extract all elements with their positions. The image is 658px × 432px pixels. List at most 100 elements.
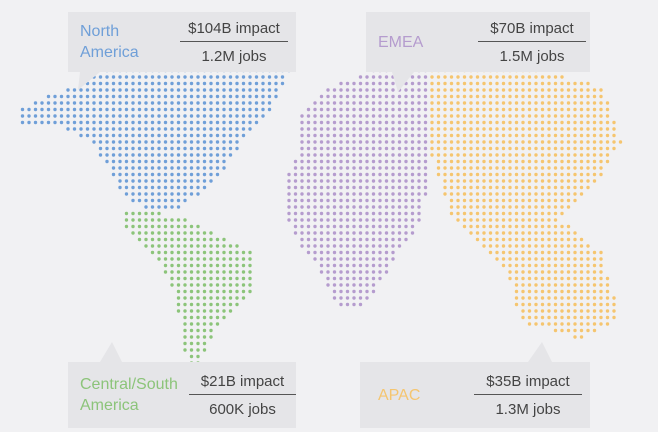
map-dot (300, 244, 304, 248)
map-dot (183, 322, 187, 326)
map-dot (475, 101, 480, 105)
map-dot (404, 231, 408, 235)
map-dot (202, 348, 207, 352)
map-dot (391, 198, 395, 203)
map-dot (475, 179, 480, 183)
map-dot (514, 211, 519, 216)
map-dot (131, 81, 135, 86)
map-dot (397, 237, 402, 242)
map-dot (144, 192, 148, 196)
map-dot (293, 224, 298, 229)
map-dot (300, 231, 304, 235)
map-dot (612, 146, 616, 151)
map-dot (521, 257, 525, 261)
map-dot (235, 146, 239, 151)
map-dot (40, 120, 44, 125)
map-dot (378, 218, 382, 222)
map-dot (306, 211, 311, 216)
map-dot (176, 302, 181, 307)
map-dot (326, 270, 330, 274)
map-dot (488, 120, 493, 125)
map-dot (430, 114, 434, 118)
map-dot (586, 296, 590, 300)
map-dot (326, 211, 330, 216)
map-dot (378, 205, 382, 209)
map-dot (124, 81, 129, 86)
map-dot (144, 94, 148, 99)
map-dot (540, 263, 545, 268)
map-dot (586, 315, 590, 320)
map-dot (462, 75, 467, 79)
map-dot (345, 127, 350, 131)
map-dot (391, 211, 395, 216)
map-dot (352, 263, 356, 268)
map-dot (66, 127, 70, 131)
map-dot (157, 250, 161, 255)
map-dot (183, 159, 187, 164)
map-dot (371, 127, 376, 131)
map-dot (560, 75, 564, 79)
map-dot (144, 101, 148, 105)
map-dot (196, 270, 200, 274)
map-dot (527, 250, 532, 255)
map-dot (332, 231, 337, 235)
map-dot (534, 218, 538, 222)
map-dot (131, 120, 135, 125)
map-dot (404, 153, 408, 157)
map-dot (534, 166, 538, 170)
map-dot (137, 127, 142, 131)
map-dot (300, 114, 304, 118)
map-dot (131, 127, 135, 131)
map-dot (560, 270, 564, 274)
map-dot (508, 276, 512, 281)
map-dot (599, 101, 603, 105)
map-dot (365, 75, 369, 79)
map-dot (92, 88, 96, 92)
map-dot (534, 101, 538, 105)
map-dot (241, 283, 246, 287)
map-dot (456, 127, 460, 131)
map-dot (560, 231, 564, 235)
map-dot (209, 315, 213, 320)
map-dot (358, 101, 363, 105)
map-dot (332, 133, 337, 138)
map-dot (150, 159, 155, 164)
map-dot (488, 172, 493, 177)
map-dot (144, 114, 148, 118)
map-dot (144, 179, 148, 183)
map-dot (215, 302, 220, 307)
map-dot (495, 88, 499, 92)
map-dot (209, 114, 213, 118)
map-dot (397, 198, 402, 203)
map-dot (521, 224, 525, 229)
map-dot (163, 114, 168, 118)
map-dot (599, 302, 603, 307)
map-dot (586, 114, 590, 118)
map-dot (501, 263, 506, 268)
map-dot (215, 263, 220, 268)
map-dot (118, 185, 122, 190)
map-dot (339, 283, 343, 287)
map-dot (514, 107, 519, 112)
map-dot (46, 107, 51, 112)
map-dot (176, 114, 181, 118)
map-dot (202, 166, 207, 170)
map-dot (300, 172, 304, 177)
map-dot (163, 88, 168, 92)
map-dot (553, 257, 558, 261)
map-dot (163, 75, 168, 79)
map-dot (176, 140, 181, 144)
map-dot (488, 179, 493, 183)
map-dot (508, 127, 512, 131)
map-dot (514, 146, 519, 151)
map-dot (98, 101, 103, 105)
map-dot (579, 114, 584, 118)
map-dot (586, 309, 590, 313)
map-dot (183, 94, 187, 99)
map-dot (553, 283, 558, 287)
map-dot (391, 127, 395, 131)
map-dot (196, 133, 200, 138)
map-dot (404, 114, 408, 118)
map-dot (189, 309, 194, 313)
map-dot (345, 198, 350, 203)
